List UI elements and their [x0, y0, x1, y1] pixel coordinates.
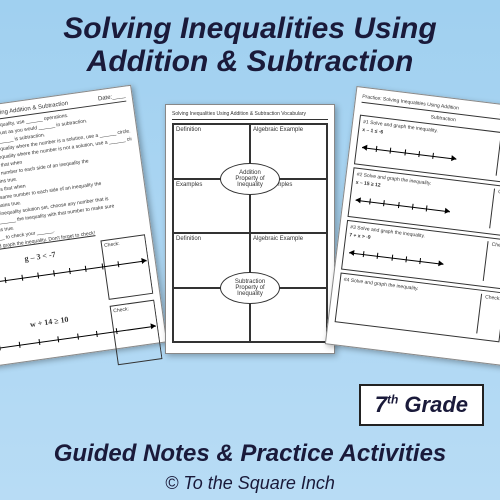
date-field: Date:____ [98, 93, 126, 103]
main-title: Solving Inequalities Using Addition & Su… [0, 0, 500, 86]
worksheet-vocabulary: Solving Inequalities Using Addition & Su… [165, 104, 335, 354]
title-line-1: Solving Inequalities Using [6, 12, 494, 45]
vocab-grid: Definition Algebraic Example Examples No… [172, 123, 328, 343]
number-line-icon [348, 246, 444, 269]
copyright: © To the Square Inch [0, 473, 500, 494]
worksheet-preview-area: Inequalities Using Addition & Subtractio… [0, 86, 500, 386]
notes-body: and graph an inequality, use ______ oper… [0, 105, 144, 254]
title-line-2: Addition & Subtraction [6, 45, 494, 78]
number-line-icon [361, 141, 457, 164]
worksheet-practice: Practice: Solving Inequalities Using Add… [325, 86, 500, 366]
subtraction-property-oval: Subtraction Property of Inequality [220, 272, 280, 304]
worksheet-guided-notes: Inequalities Using Addition & Subtractio… [0, 85, 167, 368]
number-line-icon [355, 194, 451, 217]
addition-property-oval: Addition Property of Inequality [220, 163, 280, 195]
grade-badge: 7th Grade [359, 384, 484, 426]
sheet-header: Solving Inequalities Using Addition & Su… [172, 111, 328, 120]
sheet-title: Solving Inequalities Using Addition & Su… [172, 111, 306, 117]
subtitle: Guided Notes & Practice Activities [0, 440, 500, 468]
